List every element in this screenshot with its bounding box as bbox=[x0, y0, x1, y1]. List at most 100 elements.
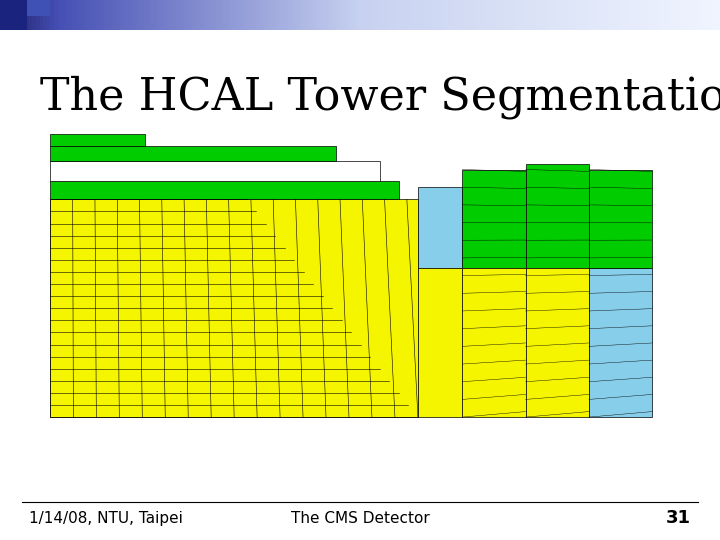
Bar bbox=[90, 0, 94, 30]
Bar bbox=[454, 0, 458, 30]
Bar bbox=[25, 0, 30, 30]
Bar bbox=[144, 0, 148, 30]
Bar bbox=[659, 0, 663, 30]
Bar bbox=[252, 0, 256, 30]
Bar bbox=[580, 0, 584, 30]
Bar bbox=[176, 0, 181, 30]
Bar bbox=[331, 0, 336, 30]
Bar bbox=[371, 0, 375, 30]
Bar bbox=[79, 0, 84, 30]
Polygon shape bbox=[50, 199, 418, 417]
Bar bbox=[673, 0, 678, 30]
Text: Plastic scintillators: Plastic scintillators bbox=[61, 393, 240, 411]
Bar bbox=[511, 0, 516, 30]
Bar bbox=[666, 0, 670, 30]
Bar bbox=[648, 0, 652, 30]
Bar bbox=[108, 0, 112, 30]
Bar bbox=[220, 0, 224, 30]
Bar bbox=[652, 0, 656, 30]
Bar bbox=[641, 0, 645, 30]
Bar bbox=[688, 0, 692, 30]
Bar bbox=[529, 0, 534, 30]
Bar bbox=[328, 0, 332, 30]
Bar bbox=[540, 0, 544, 30]
Bar bbox=[410, 0, 415, 30]
Bar bbox=[27, 0, 50, 16]
Bar bbox=[130, 0, 134, 30]
Bar bbox=[428, 0, 433, 30]
Bar bbox=[526, 0, 530, 30]
Bar bbox=[562, 0, 566, 30]
Bar bbox=[29, 0, 33, 30]
Bar bbox=[284, 0, 289, 30]
Bar bbox=[205, 0, 210, 30]
Bar bbox=[173, 0, 177, 30]
Bar bbox=[61, 0, 66, 30]
Bar bbox=[630, 0, 634, 30]
Bar bbox=[464, 0, 469, 30]
Bar bbox=[439, 0, 444, 30]
Polygon shape bbox=[50, 134, 145, 146]
Bar bbox=[292, 0, 296, 30]
Bar bbox=[468, 0, 472, 30]
Bar bbox=[508, 0, 512, 30]
Bar bbox=[122, 0, 127, 30]
Bar bbox=[72, 0, 76, 30]
Bar bbox=[32, 0, 37, 30]
Bar bbox=[713, 0, 717, 30]
Bar bbox=[684, 0, 688, 30]
Bar bbox=[241, 0, 246, 30]
Bar bbox=[281, 0, 285, 30]
Bar bbox=[238, 0, 242, 30]
Bar bbox=[133, 0, 138, 30]
Bar bbox=[716, 0, 720, 30]
Bar bbox=[450, 0, 454, 30]
Bar bbox=[446, 0, 451, 30]
Polygon shape bbox=[50, 146, 336, 160]
Bar bbox=[277, 0, 282, 30]
Bar bbox=[598, 0, 602, 30]
Bar bbox=[385, 0, 390, 30]
Bar bbox=[594, 0, 598, 30]
Bar bbox=[313, 0, 318, 30]
Bar bbox=[166, 0, 170, 30]
Bar bbox=[691, 0, 696, 30]
Bar bbox=[572, 0, 577, 30]
Polygon shape bbox=[589, 268, 652, 417]
Polygon shape bbox=[50, 160, 380, 181]
Bar bbox=[702, 0, 706, 30]
Bar bbox=[378, 0, 382, 30]
Bar bbox=[482, 0, 487, 30]
Bar bbox=[533, 0, 537, 30]
Bar bbox=[155, 0, 159, 30]
Bar bbox=[335, 0, 339, 30]
Bar bbox=[497, 0, 501, 30]
Bar bbox=[227, 0, 231, 30]
Bar bbox=[22, 0, 26, 30]
Bar bbox=[407, 0, 411, 30]
Bar bbox=[565, 0, 570, 30]
Bar bbox=[583, 0, 588, 30]
Bar bbox=[320, 0, 325, 30]
Bar bbox=[191, 0, 195, 30]
Polygon shape bbox=[50, 181, 399, 199]
Bar bbox=[76, 0, 80, 30]
Bar bbox=[382, 0, 386, 30]
Bar bbox=[518, 0, 523, 30]
Bar bbox=[389, 0, 393, 30]
Bar bbox=[558, 0, 562, 30]
Bar bbox=[4, 0, 8, 30]
Bar bbox=[616, 0, 620, 30]
Bar bbox=[421, 0, 426, 30]
Bar bbox=[263, 0, 267, 30]
Bar bbox=[504, 0, 508, 30]
Bar bbox=[169, 0, 174, 30]
Bar bbox=[400, 0, 404, 30]
Bar bbox=[317, 0, 321, 30]
Bar bbox=[158, 0, 163, 30]
Bar bbox=[274, 0, 278, 30]
Bar bbox=[245, 0, 249, 30]
Bar bbox=[338, 0, 343, 30]
Bar bbox=[342, 0, 346, 30]
Bar bbox=[605, 0, 609, 30]
